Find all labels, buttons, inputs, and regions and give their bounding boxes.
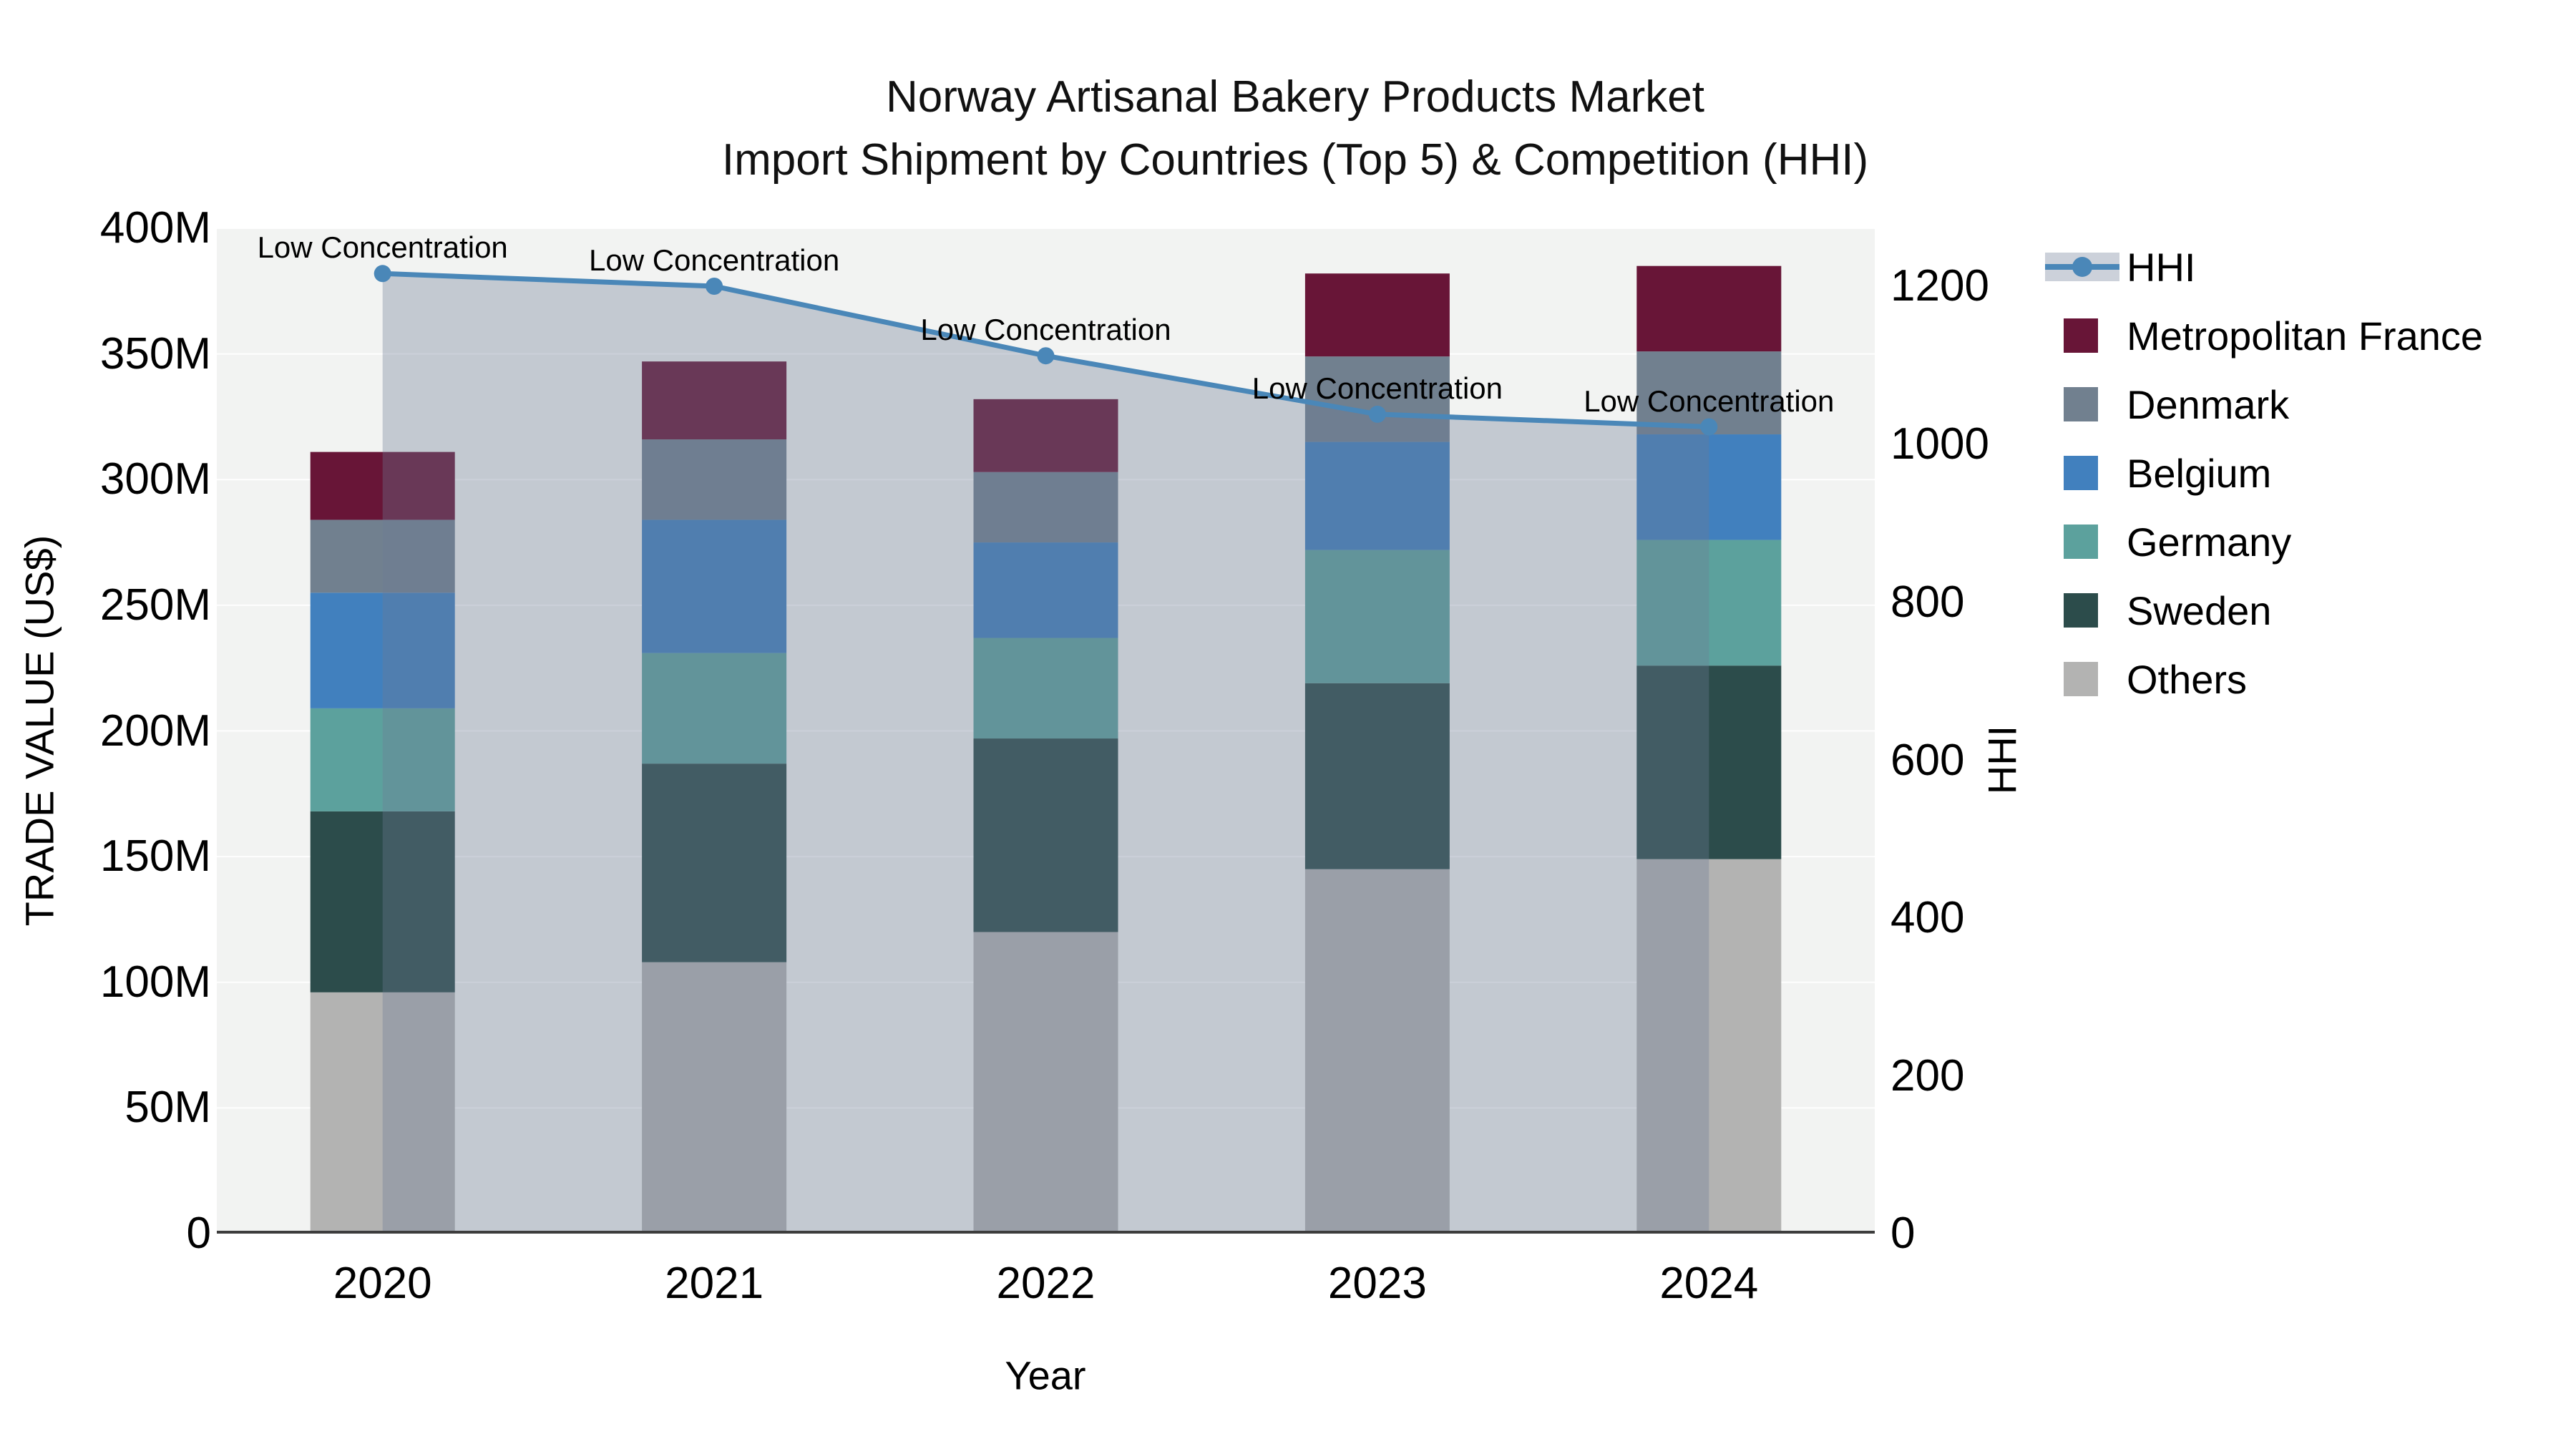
y-tick-left: 50M: [125, 1083, 211, 1133]
bar-segment-belgium[interactable]: [310, 592, 455, 708]
x-axis-title: Year: [1005, 1352, 1086, 1398]
bar-segment-denmark[interactable]: [642, 439, 787, 520]
color-swatch: [2064, 593, 2098, 628]
hhi-marker-2021[interactable]: [706, 278, 723, 295]
y-tick-left: 400M: [99, 203, 211, 253]
bar-segment-germany[interactable]: [310, 708, 455, 811]
hhi-marker-2022[interactable]: [1037, 347, 1055, 365]
y-axis-title-right: HHI: [1979, 725, 2025, 795]
bar-segment-others[interactable]: [973, 932, 1118, 1234]
hhi-marker-2023[interactable]: [1368, 405, 1386, 423]
bar-segment-sweden[interactable]: [1304, 683, 1450, 869]
legend-item-belgium[interactable]: Belgium: [2045, 439, 2483, 507]
y-tick-right: 1200: [1890, 261, 1989, 311]
y-tick-left: 150M: [99, 831, 211, 882]
hhi-marker-sample: [2072, 257, 2092, 277]
legend-item-sweden[interactable]: Sweden: [2045, 576, 2483, 645]
bar-segment-sweden[interactable]: [973, 738, 1118, 932]
y-tick-right: 200: [1890, 1051, 1965, 1101]
legend-swatch-icon: [2045, 317, 2119, 354]
legend-swatch-icon: [2045, 660, 2119, 698]
bar-segment-germany[interactable]: [973, 638, 1118, 739]
x-tick-2024: 2024: [1659, 1259, 1759, 1308]
plot-svg: [217, 228, 1875, 1234]
bar-segment-denmark[interactable]: [1304, 356, 1450, 442]
hhi-area-fill: [382, 273, 1709, 1234]
bar-segment-belgium[interactable]: [642, 519, 787, 653]
bar-segment-germany[interactable]: [1304, 550, 1450, 683]
legend-swatch-icon: [2045, 386, 2119, 423]
bar-segment-metropolitan-france[interactable]: [310, 452, 455, 520]
y-tick-left: 0: [186, 1209, 211, 1258]
y-tick-left: 300M: [99, 454, 211, 504]
color-swatch: [2064, 662, 2098, 696]
bar-segment-sweden[interactable]: [642, 763, 787, 962]
y-tick-right: 400: [1890, 893, 1965, 943]
hhi-marker-2020[interactable]: [374, 265, 391, 283]
y-tick-left: 350M: [99, 328, 211, 379]
bar-segment-sweden[interactable]: [310, 811, 455, 992]
legend-label: Belgium: [2127, 450, 2272, 496]
bar-segment-sweden[interactable]: [1636, 665, 1782, 859]
bar-segment-denmark[interactable]: [973, 472, 1118, 543]
color-swatch: [2064, 318, 2098, 353]
color-swatch: [2064, 387, 2098, 421]
bar-segment-others[interactable]: [310, 992, 455, 1234]
legend-label: HHI: [2127, 244, 2196, 290]
legend-item-others[interactable]: Others: [2045, 645, 2483, 713]
bar-segment-belgium[interactable]: [1636, 434, 1782, 540]
y-tick-left: 200M: [99, 706, 211, 756]
legend-swatch-icon: [2045, 454, 2119, 492]
annotation-2022: Low Concentration: [920, 313, 1171, 347]
legend-item-denmark[interactable]: Denmark: [2045, 370, 2483, 439]
bar-segment-metropolitan-france[interactable]: [1304, 273, 1450, 357]
bar-segment-metropolitan-france[interactable]: [642, 361, 787, 440]
y-tick-left: 250M: [99, 580, 211, 630]
x-tick-2020: 2020: [333, 1259, 432, 1308]
legend-label: Others: [2127, 656, 2248, 702]
bar-segment-others[interactable]: [1636, 859, 1782, 1234]
annotation-2023: Low Concentration: [1252, 371, 1503, 405]
legend: HHI Metropolitan France Denmark Belgium Germ…: [2045, 233, 2483, 713]
y-tick-left: 100M: [99, 957, 211, 1007]
bar-segment-germany[interactable]: [1636, 540, 1782, 666]
legend-item-hhi[interactable]: HHI: [2045, 233, 2483, 301]
color-swatch: [2064, 525, 2098, 559]
annotation-2020: Low Concentration: [257, 230, 508, 265]
legend-label: Denmark: [2127, 381, 2290, 427]
legend-swatch-icon: [2045, 523, 2119, 560]
x-tick-2023: 2023: [1327, 1259, 1427, 1308]
legend-label: Germany: [2127, 519, 2292, 565]
y-tick-right: 1000: [1890, 419, 1989, 469]
bar-segment-others[interactable]: [642, 962, 787, 1234]
y-tick-right: 800: [1890, 577, 1965, 627]
hhi-line-sample-icon: [2045, 248, 2119, 286]
legend-label: Sweden: [2127, 587, 2272, 633]
chart-title-line1: Norway Artisanal Bakery Products Market: [886, 72, 1704, 122]
bar-segment-metropolitan-france[interactable]: [1636, 265, 1782, 352]
bar-segment-germany[interactable]: [642, 653, 787, 764]
bar-segment-belgium[interactable]: [973, 542, 1118, 638]
legend-item-germany[interactable]: Germany: [2045, 507, 2483, 576]
bar-segment-metropolitan-france[interactable]: [973, 399, 1118, 472]
y-tick-right: 600: [1890, 735, 1965, 785]
legend-item-metropolitan-france[interactable]: Metropolitan France: [2045, 301, 2483, 370]
bar-segment-denmark[interactable]: [310, 519, 455, 593]
bar-segment-belgium[interactable]: [1304, 441, 1450, 550]
legend-label: Metropolitan France: [2127, 313, 2484, 358]
x-tick-2021: 2021: [665, 1259, 764, 1308]
y-tick-right: 0: [1890, 1209, 1916, 1258]
chart-title-line2: Import Shipment by Countries (Top 5) & C…: [721, 135, 1869, 185]
color-swatch: [2064, 456, 2098, 490]
annotation-2021: Low Concentration: [588, 243, 840, 277]
legend-swatch-icon: [2045, 592, 2119, 629]
annotation-2024: Low Concentration: [1584, 384, 1835, 418]
hhi-marker-2024[interactable]: [1700, 418, 1718, 436]
bar-segment-others[interactable]: [1304, 869, 1450, 1234]
x-tick-2022: 2022: [996, 1259, 1096, 1308]
